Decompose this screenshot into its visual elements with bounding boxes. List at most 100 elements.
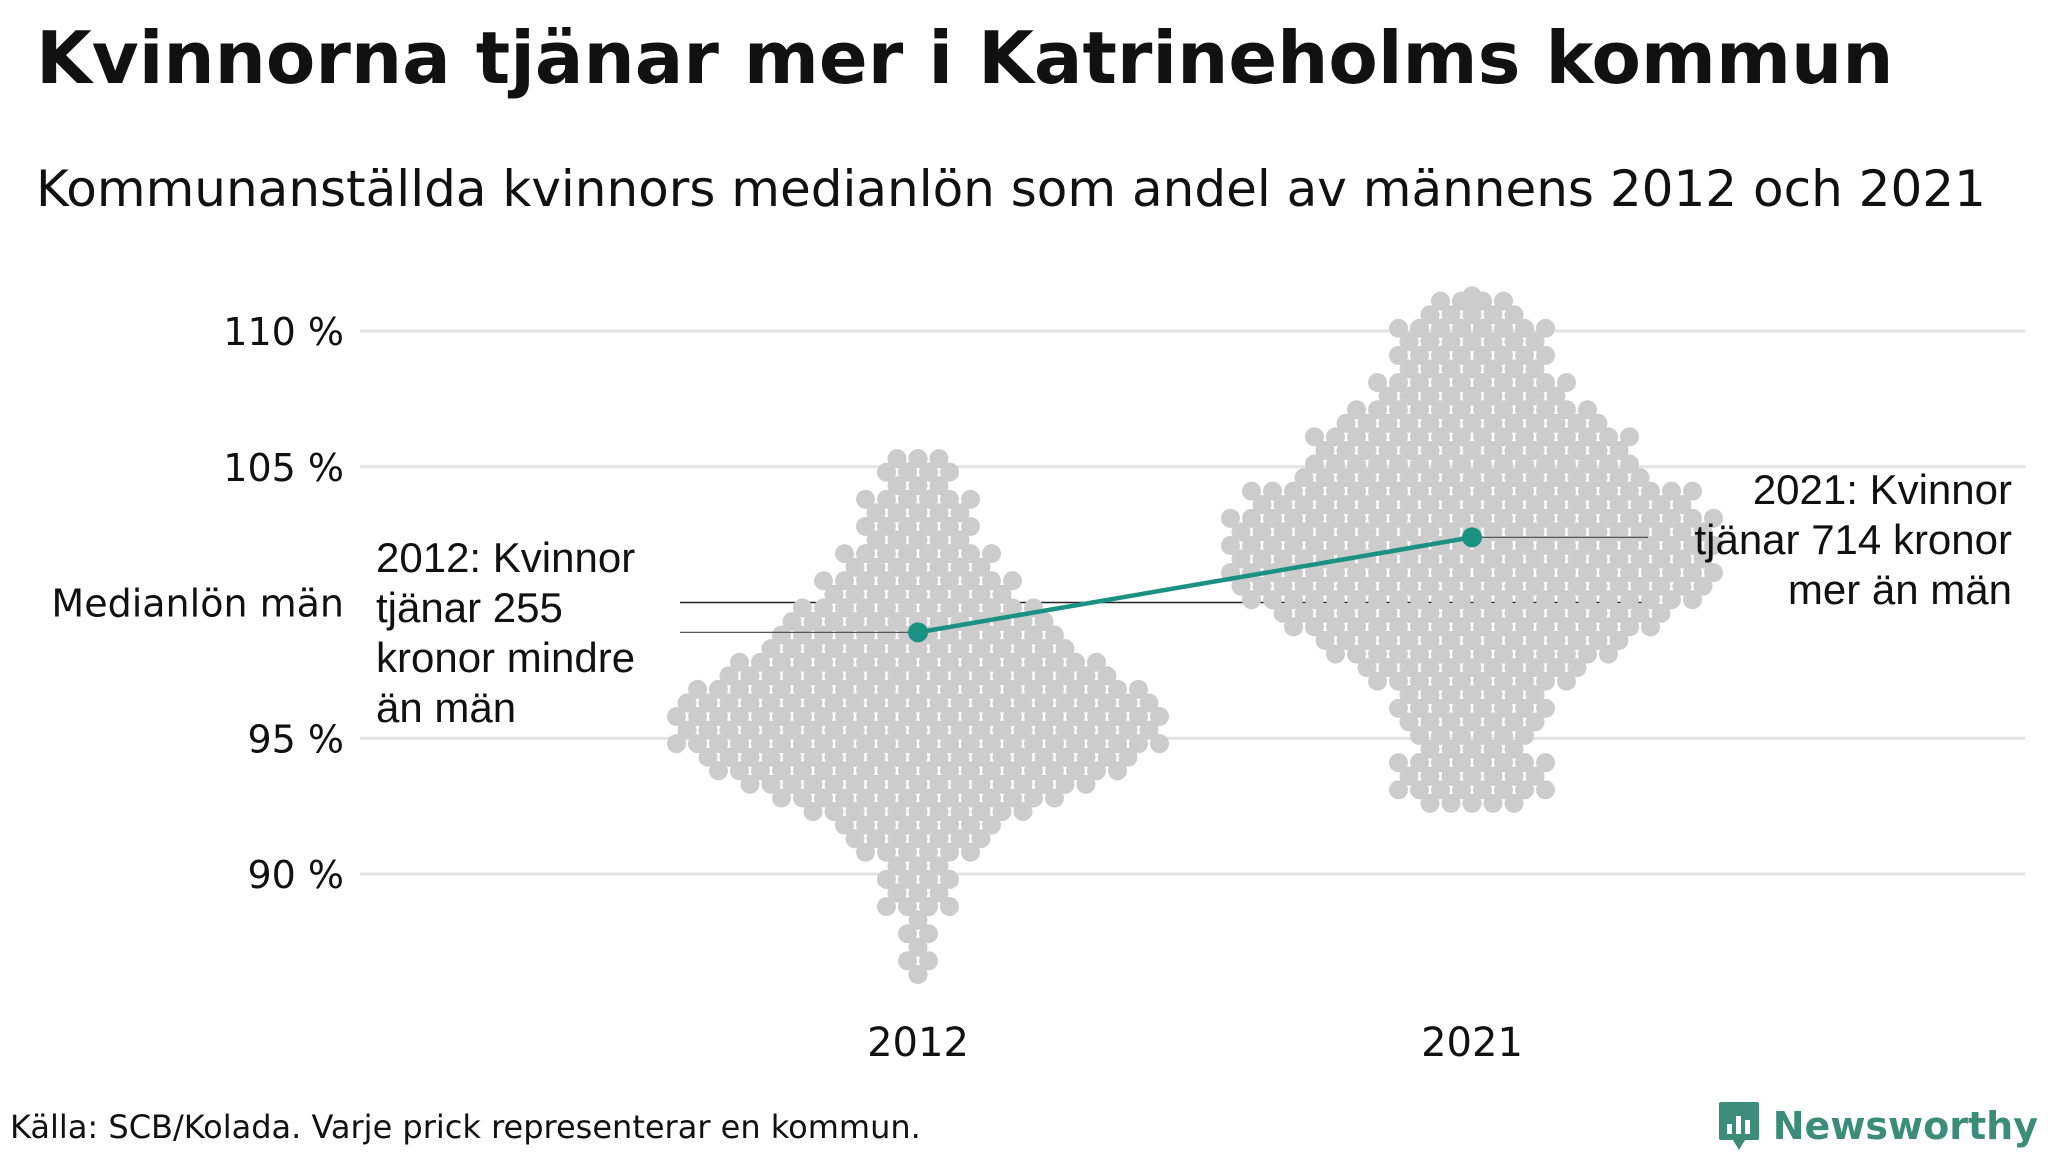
beeswarm-dot [877, 489, 896, 509]
beeswarm-dot [1034, 774, 1054, 794]
beeswarm-dot [1683, 535, 1702, 555]
beeswarm-dot [992, 639, 1012, 659]
beeswarm-dot [1273, 603, 1293, 623]
beeswarm-dot [1431, 590, 1450, 610]
beeswarm-dot [929, 747, 949, 767]
beeswarm-dot [866, 503, 886, 523]
beeswarm-dot [1431, 617, 1450, 637]
beeswarm-dot [1139, 693, 1159, 713]
beeswarm-dot [1097, 720, 1117, 740]
beeswarm-dot [1410, 644, 1429, 664]
beeswarm-dot [1389, 481, 1408, 501]
beeswarm-dot [793, 652, 812, 672]
beeswarm-dot [1347, 535, 1366, 555]
beeswarm-dot [814, 734, 833, 754]
beeswarm-dot [971, 584, 991, 604]
beeswarm-dot [1420, 739, 1440, 759]
beeswarm-dot [1483, 766, 1503, 786]
beeswarm-dot [1525, 468, 1545, 488]
beeswarm-dot [992, 802, 1012, 822]
beeswarm-dot [908, 530, 928, 550]
beeswarm-dot [856, 516, 875, 536]
beeswarm-dot [1620, 590, 1639, 610]
beeswarm-dot [1525, 576, 1545, 596]
beeswarm-dot [1441, 386, 1461, 406]
beeswarm-dot [730, 734, 749, 754]
beeswarm-dot [1097, 747, 1117, 767]
reference-line-label: Medianlön män [51, 582, 344, 626]
beeswarm-dot [908, 964, 928, 984]
brand-logo[interactable]: Newsworthy [1717, 1100, 2038, 1152]
beeswarm-dot [919, 489, 938, 509]
beeswarm-dot [1525, 631, 1545, 651]
beeswarm-dot [1494, 481, 1513, 501]
beeswarm-dot [719, 666, 739, 686]
beeswarm-dot [866, 802, 886, 822]
beeswarm-dot [866, 829, 886, 849]
beeswarm-dot [856, 489, 875, 509]
beeswarm-dot [1462, 286, 1482, 306]
beeswarm-dot [1003, 625, 1022, 645]
beeswarm-dot [1641, 481, 1660, 501]
beeswarm-dot [1336, 631, 1356, 651]
beeswarm-dot [1055, 666, 1075, 686]
beeswarm-dot [1410, 726, 1429, 746]
beeswarm-dot [1504, 739, 1524, 759]
annotation-2021-line: tjänar 714 kronor [1694, 516, 2012, 563]
beeswarm-dot [1441, 413, 1461, 433]
beeswarm-dot [1399, 712, 1419, 732]
beeswarm-dot [1651, 495, 1671, 515]
beeswarm-dot [1473, 345, 1492, 365]
beeswarm-dot [887, 774, 907, 794]
beeswarm-dot [1066, 679, 1085, 699]
beeswarm-dot [1315, 631, 1335, 651]
beeswarm-dot [950, 802, 970, 822]
beeswarm-dot [1378, 386, 1398, 406]
beeswarm-dot [919, 516, 938, 536]
beeswarm-dot [1368, 644, 1387, 664]
beeswarm-dot [1452, 508, 1471, 528]
beeswarm-dot [1420, 549, 1440, 569]
beeswarm-dot [1483, 685, 1503, 705]
beeswarm-dot [1024, 761, 1043, 781]
beeswarm-dot [1693, 549, 1713, 569]
beeswarm-dot [1399, 413, 1419, 433]
beeswarm-dot [1347, 400, 1366, 420]
beeswarm-dot [1588, 603, 1608, 623]
beeswarm-dot [772, 707, 791, 727]
beeswarm-dot [1462, 766, 1482, 786]
beeswarm-dot [1462, 739, 1482, 759]
beeswarm-dot [1034, 666, 1054, 686]
beeswarm-dot [1504, 440, 1524, 460]
beeswarm-dot [961, 544, 980, 564]
chart-title: Kvinnorna tjänar mer i Katrineholms komm… [36, 16, 1894, 100]
beeswarm-dot [1641, 508, 1660, 528]
beeswarm-dot [1410, 563, 1429, 583]
beeswarm-dot [961, 598, 980, 618]
beeswarm-dot [1441, 495, 1461, 515]
beeswarm-dot [835, 707, 854, 727]
beeswarm-dot [1578, 590, 1597, 610]
beeswarm-dot [1536, 345, 1555, 365]
beeswarm-dot [709, 679, 728, 699]
beeswarm-dot [866, 693, 886, 713]
beeswarm-dot [1368, 427, 1387, 447]
beeswarm-dot [1536, 481, 1555, 501]
beeswarm-dot [856, 842, 875, 862]
beeswarm-dot [1578, 617, 1597, 637]
beeswarm-dot [1150, 707, 1169, 727]
beeswarm-dot [761, 666, 781, 686]
beeswarm-dot [1024, 625, 1043, 645]
beeswarm-dot [1420, 440, 1440, 460]
beeswarm-dot [1557, 590, 1576, 610]
beeswarm-dot [940, 734, 959, 754]
beeswarm-dot [1630, 522, 1650, 542]
beeswarm-dot [1473, 780, 1492, 800]
beeswarm-dot [1368, 563, 1387, 583]
beeswarm-dot [1557, 454, 1576, 474]
beeswarm-dot [1504, 549, 1524, 569]
beeswarm-dot [961, 679, 980, 699]
beeswarm-dot [1336, 522, 1356, 542]
beeswarm-dot [877, 788, 896, 808]
beeswarm-dot [1536, 535, 1555, 555]
